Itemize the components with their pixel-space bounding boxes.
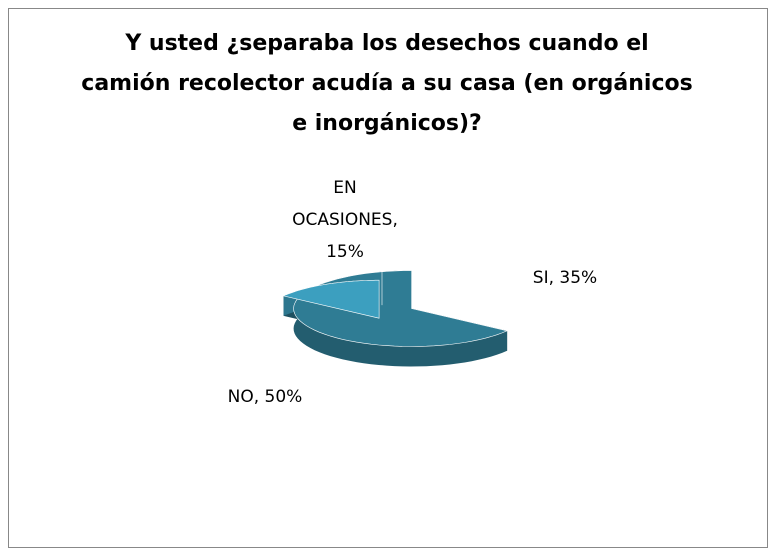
data-label: EN OCASIONES, 15% [292, 178, 398, 262]
data-label: NO, 50% [227, 387, 303, 407]
page: Y usted ¿separaba los desechos cuando el… [8, 8, 768, 548]
data-label: SI, 35% [532, 268, 598, 288]
chart [282, 270, 508, 367]
slice [282, 279, 380, 319]
chart-title: Y usted ¿separaba los desechos cuando el… [81, 31, 693, 136]
